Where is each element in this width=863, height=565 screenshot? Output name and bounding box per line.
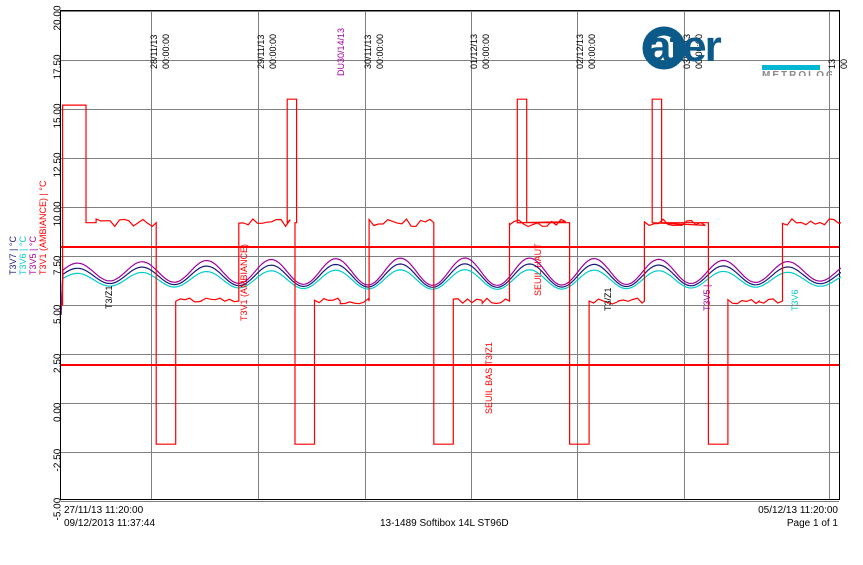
- x-tick-time: 00: [839, 59, 849, 69]
- x-tick-date: 02/12/13: [575, 34, 585, 69]
- x-tick-time: 00:00:00: [161, 34, 171, 69]
- series-inline-label: DU30/14/13: [336, 28, 346, 76]
- footer-title: 13-1489 Softibox 14L ST96D: [380, 518, 509, 529]
- logo-subtitle: MÉTROLOGIE: [762, 68, 832, 76]
- footer-print-time: 09/12/2013 11:37:44: [64, 518, 155, 529]
- ater-logo: ater MÉTROLOGIE: [642, 16, 832, 76]
- series-axis-label: T3V7 | °C: [8, 236, 18, 275]
- x-tick-time: 00:00:00: [587, 34, 597, 69]
- series-axis-label: T3V1 (AMBIANCE) | °C: [38, 181, 48, 275]
- chart-container: SEUIL HAUTSEUIL BAS T3/Z1 28/11/1300:00:…: [60, 10, 840, 500]
- x-tick-date: 28/11/13: [149, 35, 159, 69]
- x-tick-time: 00:00:00: [268, 34, 278, 69]
- y-tick-label: -5.00: [53, 501, 64, 521]
- series-axis-label: T3V5 | °C: [28, 236, 38, 275]
- x-tick-time: 00:00:00: [375, 34, 385, 69]
- series-inline-label: T3V6: [790, 289, 800, 311]
- footer-start-time: 27/11/13 11:20:00: [64, 505, 143, 516]
- series-inline-label: T3/Z1: [603, 287, 613, 311]
- series-inline-label: T3/Z1: [104, 285, 114, 309]
- footer-end-time: 05/12/13 11:20:00: [758, 505, 838, 516]
- series-axis-label: T3V6 | °C: [18, 236, 28, 275]
- chart-lines: [61, 11, 841, 501]
- x-tick-time: 00:00:00: [481, 34, 491, 69]
- logo-text: ater: [647, 22, 722, 71]
- series-inline-label: T3V5 |: [702, 284, 712, 310]
- series-inline-label: T3V1 (AMBIANCE): [239, 244, 249, 321]
- plot-area: SEUIL HAUTSEUIL BAS T3/Z1 28/11/1300:00:…: [60, 10, 840, 500]
- footer-page: Page 1 of 1: [787, 518, 838, 529]
- gridline-h: [61, 501, 839, 502]
- x-tick-date: 30/11/13: [363, 35, 373, 69]
- x-tick-date: 29/11/13: [256, 35, 266, 69]
- x-tick-date: 01/12/13: [469, 34, 479, 69]
